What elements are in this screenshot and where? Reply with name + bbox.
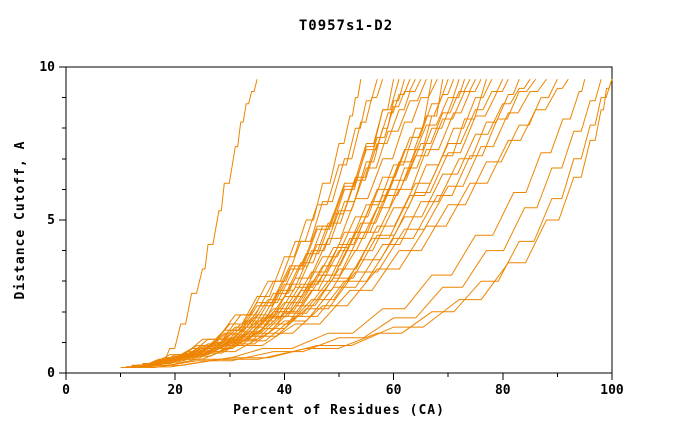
curve-m33 (120, 79, 602, 368)
plot-frame (65, 66, 613, 374)
curve-m35 (142, 79, 613, 366)
x-tick-label: 20 (167, 383, 183, 398)
y-tick-label: 0 (47, 366, 55, 381)
curve-m30 (126, 78, 558, 368)
curve-m01 (158, 79, 258, 365)
curve-m09 (131, 78, 416, 366)
curve-m24 (153, 78, 504, 363)
curve-m26 (131, 79, 520, 367)
curve-m18 (131, 79, 466, 366)
x-tick-label: 60 (386, 383, 402, 398)
x-tick-label: 80 (495, 383, 511, 398)
model-curves (120, 78, 613, 368)
y-tick-label: 5 (47, 213, 55, 228)
y-axis-label: Distance Cutoff, A (13, 141, 28, 300)
curve-m28 (137, 78, 537, 366)
x-tick-label: 100 (600, 383, 624, 398)
curve-m31 (153, 78, 569, 363)
axes: 0 20 40 60 80 100 0 5 10 (39, 60, 624, 398)
y-tick-label: 10 (39, 60, 55, 75)
curve-m02 (137, 79, 362, 366)
x-tick-label: 40 (277, 383, 293, 398)
x-tick-label: 0 (62, 383, 70, 398)
curve-m21 (147, 78, 482, 365)
x-axis-label: Percent of Residues (CA) (233, 403, 445, 418)
chart-title: T0957s1-D2 (299, 18, 393, 34)
curve-m32 (131, 79, 586, 368)
curve-m25 (142, 78, 509, 365)
